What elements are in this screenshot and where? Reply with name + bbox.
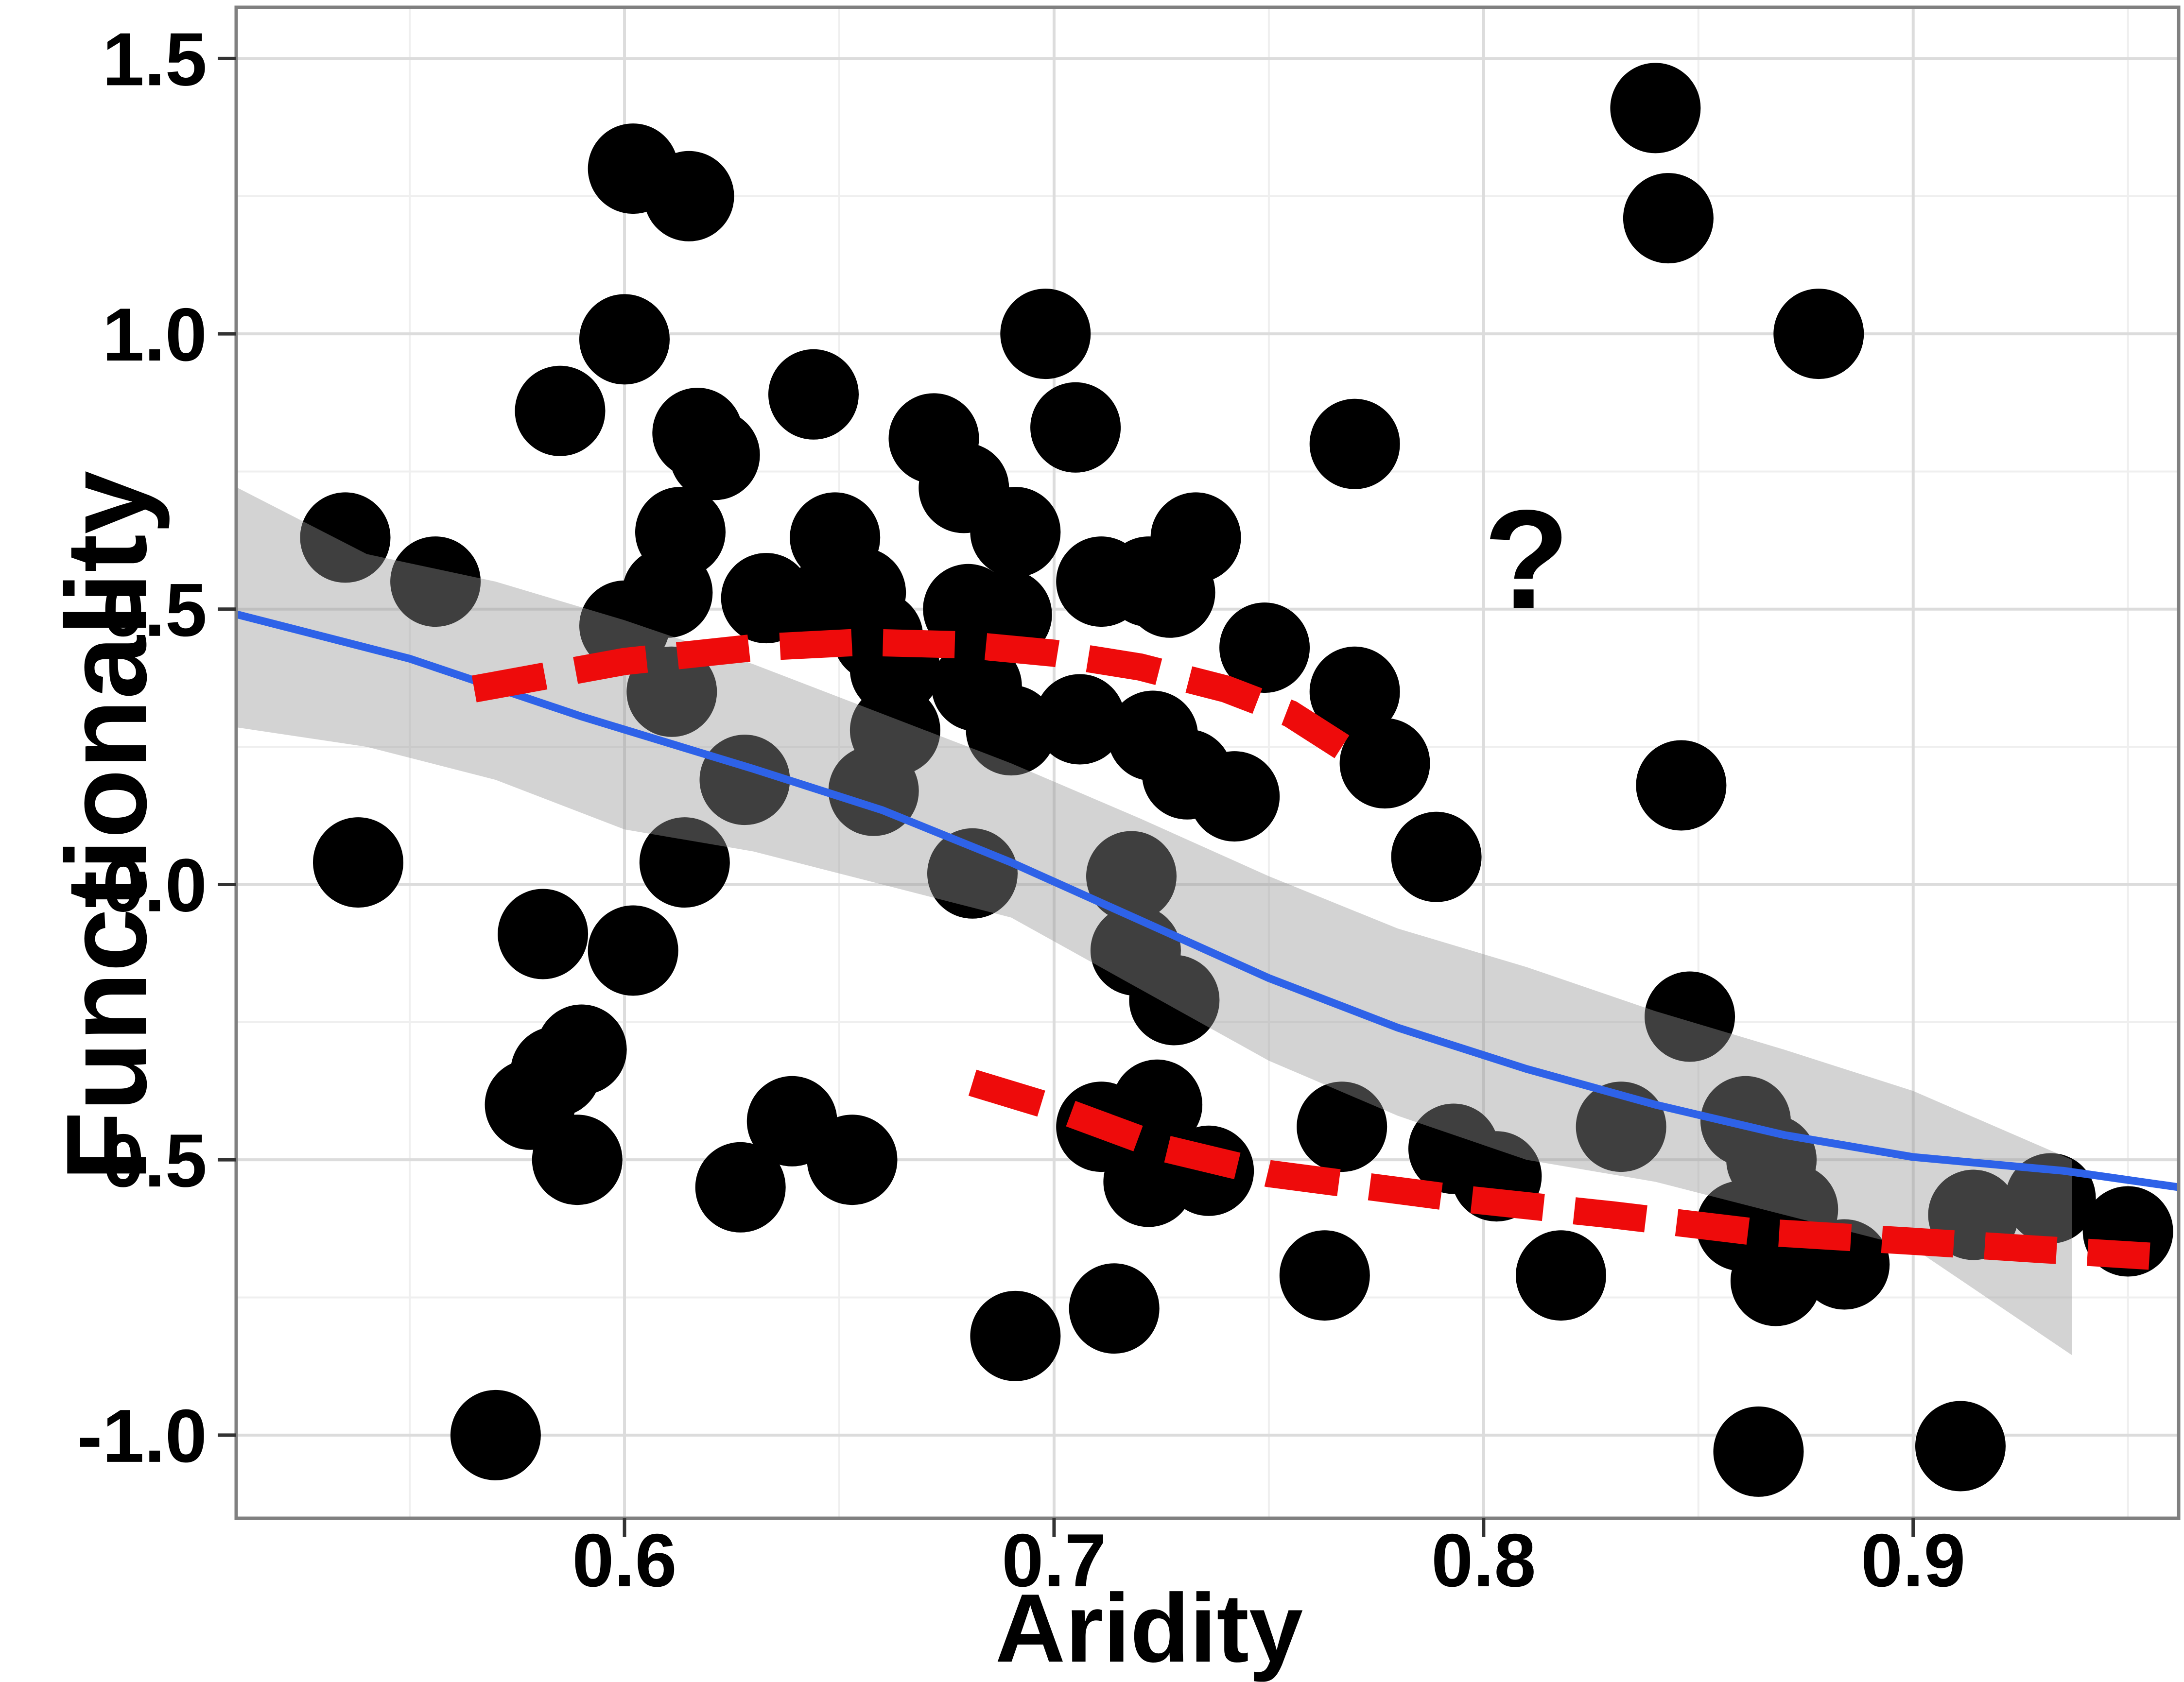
scatter-point — [1279, 1230, 1370, 1321]
dashed-curves-layer — [471, 628, 2150, 1270]
scatter-point — [498, 889, 589, 979]
scatter-point — [579, 294, 670, 385]
scatter-point — [626, 646, 717, 737]
scatter-point — [1713, 1406, 1804, 1497]
y-tick-label: 1.0 — [103, 292, 207, 377]
confidence-band — [238, 488, 2072, 1356]
scatter-point — [588, 905, 678, 996]
scatter-point — [450, 1390, 541, 1480]
scatter-point — [1623, 173, 1714, 264]
scatter-point — [579, 580, 670, 671]
scatter-point — [1516, 1230, 1606, 1321]
scatter-point — [1309, 646, 1400, 737]
x-tick-label: 0.7 — [1002, 1518, 1106, 1602]
scatter-point — [1730, 1236, 1821, 1326]
y-tick-label: -1.0 — [77, 1394, 207, 1478]
scatter-point — [390, 536, 481, 627]
scatter-point — [695, 1142, 786, 1233]
x-tick-label: 0.9 — [1861, 1518, 1965, 1602]
scatter-point — [1636, 740, 1727, 831]
scatter-point — [1189, 751, 1280, 842]
y-tick-label: 0.0 — [103, 843, 207, 927]
scatter-point — [515, 365, 606, 456]
regression-line-layer — [236, 611, 2179, 1191]
y-tick-label: 0.5 — [103, 568, 207, 652]
scatter-point — [1129, 955, 1220, 1046]
axis-ticks — [218, 56, 1915, 1537]
scatter-point — [1035, 674, 1125, 765]
regression-line — [236, 611, 2179, 1191]
scatter-point — [669, 410, 760, 500]
y-tick-label: -0.5 — [77, 1118, 207, 1202]
y-tick-label: 1.5 — [103, 17, 207, 101]
scatter-point — [1030, 382, 1121, 473]
scatter-point — [1610, 63, 1701, 154]
confidence-band-layer — [238, 488, 2072, 1356]
scatter-point — [639, 817, 730, 908]
axis-tick-labels: 0.6 0.7 0.8 0.9 1.5 1.0 0.5 0.0 -0.5 -1.0 — [77, 17, 1966, 1602]
scatter-point — [1000, 289, 1091, 379]
scatter-point — [1773, 289, 1864, 379]
scatter-point — [1069, 1263, 1160, 1354]
scatter-point — [768, 349, 859, 440]
scatter-point — [966, 685, 1057, 776]
scatter-point — [1219, 602, 1310, 693]
scatter-point — [1915, 1401, 2006, 1492]
scatter-point — [1150, 492, 1241, 583]
upper-red-dashed-curve — [471, 628, 1350, 758]
scatter-point — [807, 1115, 898, 1205]
scatter-point — [1391, 811, 1482, 902]
x-tick-label: 0.6 — [572, 1518, 676, 1602]
scatter-point — [1339, 718, 1430, 809]
scatter-point — [1645, 971, 1735, 1062]
scatter-point — [1309, 398, 1400, 489]
scatter-point — [970, 487, 1061, 578]
lower-red-dashed-curve — [968, 1069, 2150, 1270]
scatter-point — [970, 1290, 1061, 1381]
question-mark-annotation: ? — [1484, 481, 1570, 638]
scatter-point — [532, 1115, 623, 1205]
x-tick-label: 0.8 — [1431, 1518, 1536, 1602]
scatter-point — [300, 492, 391, 583]
scatter-point — [643, 151, 734, 241]
scatter-point — [1297, 1081, 1387, 1172]
panel-border — [234, 5, 2181, 1520]
y-axis-title: Functionality — [42, 471, 170, 1181]
scatter-point — [1086, 831, 1177, 922]
scatter-point — [927, 828, 1018, 919]
scatter-point — [313, 817, 403, 908]
x-axis-title: Aridity — [995, 1574, 1303, 1682]
